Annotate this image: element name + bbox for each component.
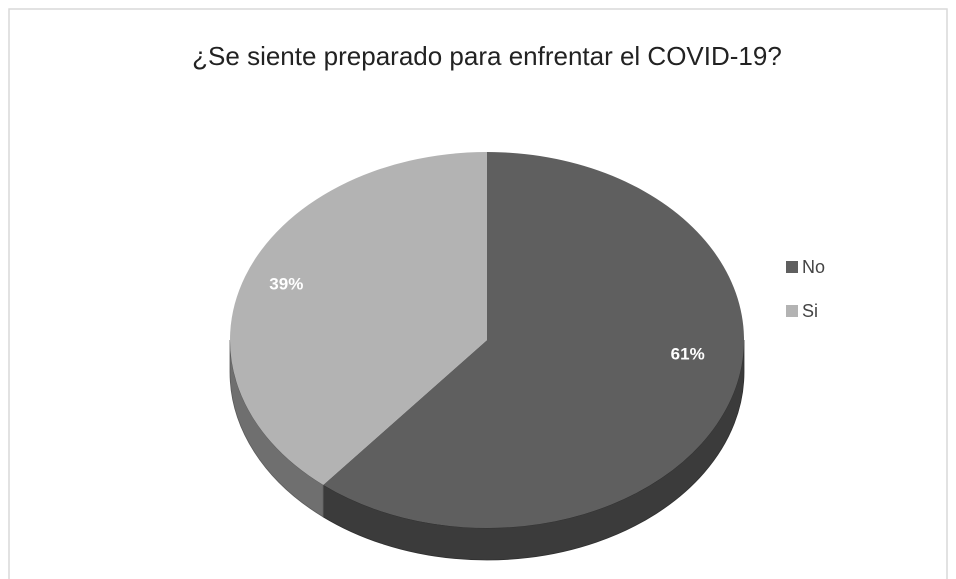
chart-title: ¿Se siente preparado para enfrentar el C… — [192, 41, 782, 71]
slice — [230, 152, 488, 485]
legend-swatch — [786, 305, 798, 317]
legend-label: No — [802, 257, 825, 277]
legend-swatch — [786, 261, 798, 273]
data-label: 39% — [269, 274, 303, 293]
data-label: 61% — [671, 345, 705, 364]
legend-label: Si — [802, 301, 818, 321]
slice — [323, 152, 745, 528]
